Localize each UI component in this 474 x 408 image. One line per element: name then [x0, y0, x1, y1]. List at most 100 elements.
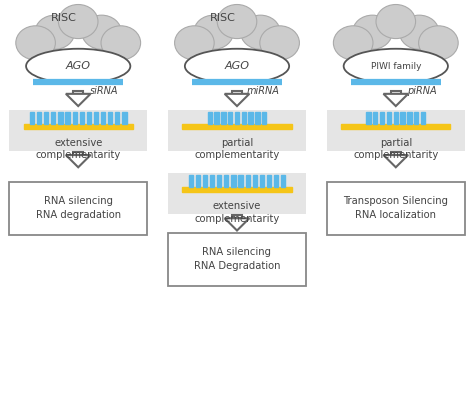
Circle shape [58, 4, 98, 39]
Circle shape [101, 26, 141, 60]
Bar [387, 111, 391, 124]
Text: extensive
complementarity: extensive complementarity [194, 201, 280, 224]
Bar [255, 111, 260, 124]
Bar [73, 91, 83, 94]
FancyBboxPatch shape [327, 110, 465, 151]
Circle shape [35, 15, 74, 49]
Ellipse shape [26, 49, 130, 83]
Bar [341, 124, 450, 129]
Circle shape [419, 26, 458, 60]
Bar [87, 111, 91, 124]
Text: AGO: AGO [225, 61, 249, 71]
Bar [37, 111, 41, 124]
Bar [401, 111, 405, 124]
FancyBboxPatch shape [168, 173, 306, 214]
Bar [262, 111, 266, 124]
Bar [208, 111, 212, 124]
Polygon shape [225, 94, 249, 106]
Ellipse shape [344, 49, 448, 83]
Bar [393, 111, 398, 124]
Bar [260, 175, 264, 187]
Bar [51, 111, 55, 124]
Text: piRNA: piRNA [407, 86, 437, 96]
Bar [391, 152, 401, 155]
Text: siRNA: siRNA [90, 86, 118, 96]
Text: PIWI family: PIWI family [371, 62, 421, 71]
Polygon shape [225, 218, 249, 231]
Text: RNA silencing
RNA Degradation: RNA silencing RNA Degradation [194, 248, 280, 271]
Bar [214, 111, 219, 124]
Polygon shape [66, 155, 91, 167]
Bar [407, 111, 411, 124]
Text: miRNA: miRNA [246, 86, 280, 96]
Text: AGO: AGO [66, 61, 91, 71]
Circle shape [376, 4, 416, 39]
Bar [235, 111, 239, 124]
Bar [281, 175, 285, 187]
Bar [232, 91, 242, 94]
Bar [65, 111, 70, 124]
Circle shape [333, 26, 373, 60]
Polygon shape [383, 94, 408, 106]
Text: extensive
complementarity: extensive complementarity [36, 138, 121, 160]
Bar [391, 91, 401, 94]
Circle shape [194, 15, 233, 49]
Bar [242, 111, 246, 124]
Bar [421, 111, 425, 124]
Circle shape [16, 26, 55, 60]
Bar [73, 111, 77, 124]
Text: RNA silencing
RNA degradation: RNA silencing RNA degradation [36, 197, 121, 220]
Bar [373, 111, 377, 124]
Text: Transposon Silencing
RNA localization: Transposon Silencing RNA localization [343, 197, 448, 220]
Bar [253, 175, 257, 187]
FancyBboxPatch shape [9, 182, 147, 235]
Bar [196, 175, 200, 187]
Bar [217, 175, 221, 187]
Bar [122, 111, 127, 124]
FancyBboxPatch shape [168, 233, 306, 286]
Text: RISC: RISC [210, 13, 236, 23]
Bar [414, 111, 419, 124]
Bar [44, 111, 48, 124]
Bar [24, 124, 133, 129]
Circle shape [353, 15, 392, 49]
Bar [246, 175, 250, 187]
Circle shape [260, 26, 300, 60]
Bar [228, 111, 232, 124]
FancyBboxPatch shape [168, 110, 306, 151]
Circle shape [82, 15, 121, 49]
Bar [80, 111, 84, 124]
Bar [182, 124, 292, 129]
Bar [30, 111, 34, 124]
Bar [101, 111, 105, 124]
FancyBboxPatch shape [9, 110, 147, 151]
Circle shape [400, 15, 439, 49]
Text: partial
complementarity: partial complementarity [194, 138, 280, 160]
Circle shape [174, 26, 214, 60]
Text: partial
complementarity: partial complementarity [353, 138, 438, 160]
Circle shape [241, 15, 280, 49]
Bar [238, 175, 243, 187]
Bar [224, 175, 228, 187]
Bar [73, 152, 83, 155]
Bar [94, 111, 98, 124]
Bar [221, 111, 226, 124]
Bar [58, 111, 63, 124]
Bar [232, 215, 242, 218]
Polygon shape [383, 155, 408, 167]
Bar [274, 175, 278, 187]
Bar [267, 175, 271, 187]
Polygon shape [66, 94, 91, 106]
Bar [182, 187, 292, 192]
Bar [248, 111, 253, 124]
Bar [108, 111, 112, 124]
Bar [115, 111, 119, 124]
Bar [380, 111, 384, 124]
Ellipse shape [185, 49, 289, 83]
Bar [231, 175, 236, 187]
Text: RISC: RISC [51, 13, 77, 23]
Bar [189, 175, 193, 187]
Bar [210, 175, 214, 187]
FancyBboxPatch shape [327, 182, 465, 235]
Bar [366, 111, 371, 124]
